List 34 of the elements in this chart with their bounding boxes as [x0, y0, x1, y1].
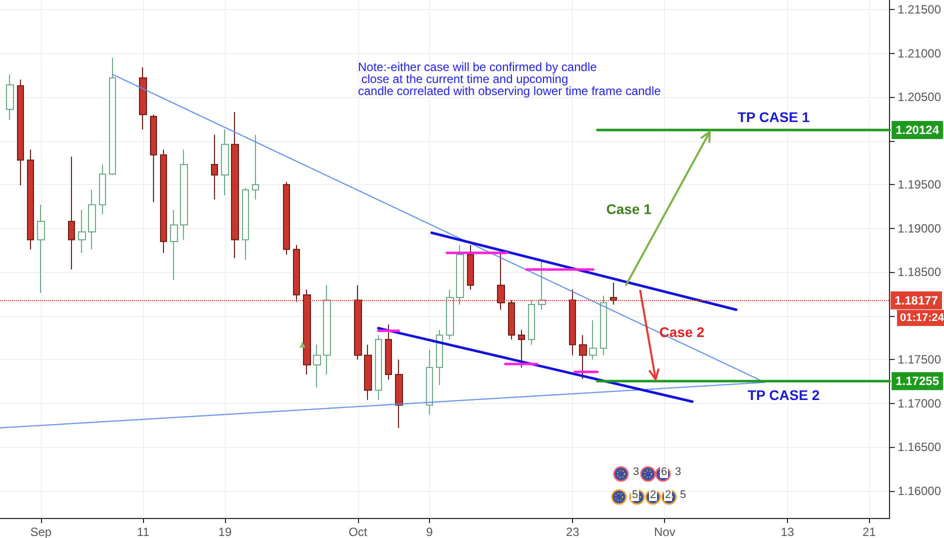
ref-line-label: 1.18177 — [894, 293, 938, 308]
x-tick-label: 9 — [426, 525, 434, 538]
y-tick-label: 1.18500 — [898, 265, 942, 280]
y-tick-label: 1.16500 — [898, 440, 942, 454]
series-label: TP CASE 1 — [738, 109, 810, 126]
y-tick-label: 1.16000 — [898, 484, 942, 498]
annotation: Note:-either case will be confirmed by candle close at the current time and upcoming candle correlated with observing lower time frame candle — [358, 60, 661, 98]
series-label: TP CASE 2 — [748, 387, 820, 404]
data-label: 1.20124 — [896, 123, 940, 138]
annotation: Case 2 — [659, 324, 704, 340]
annotation: 6 — [660, 466, 668, 478]
annotation: Case 1 — [606, 200, 652, 217]
annotation: 5 — [631, 489, 640, 501]
annotation: 2 — [664, 489, 672, 501]
x-tick-label: 19 — [218, 525, 232, 538]
annotation: 2 — [649, 489, 658, 501]
y-tick-label: 1.20500 — [898, 90, 942, 104]
x-tick-label: Nov — [654, 525, 676, 538]
x-tick-label: Oct — [348, 525, 368, 538]
y-tick-label: 1.21500 — [898, 2, 942, 17]
x-tick-label: 21 — [862, 525, 876, 538]
y-tick-label: 1.19000 — [898, 221, 942, 236]
annotation: 3 — [632, 466, 640, 478]
annotation: 3 — [674, 466, 682, 478]
y-tick-label: 1.17000 — [898, 396, 942, 410]
text: 01:17:24 — [897, 310, 944, 326]
y-tick-label: 1.21000 — [898, 46, 942, 60]
x-tick-label: 23 — [566, 525, 580, 538]
data-label: 1.17255 — [896, 374, 940, 388]
y-tick-label: 1.17500 — [898, 352, 942, 367]
x-tick-label: 13 — [780, 525, 794, 538]
annotation: 5 — [679, 489, 688, 501]
x-tick-label: 11 — [136, 525, 150, 538]
y-tick-label: 1.19500 — [898, 178, 942, 192]
